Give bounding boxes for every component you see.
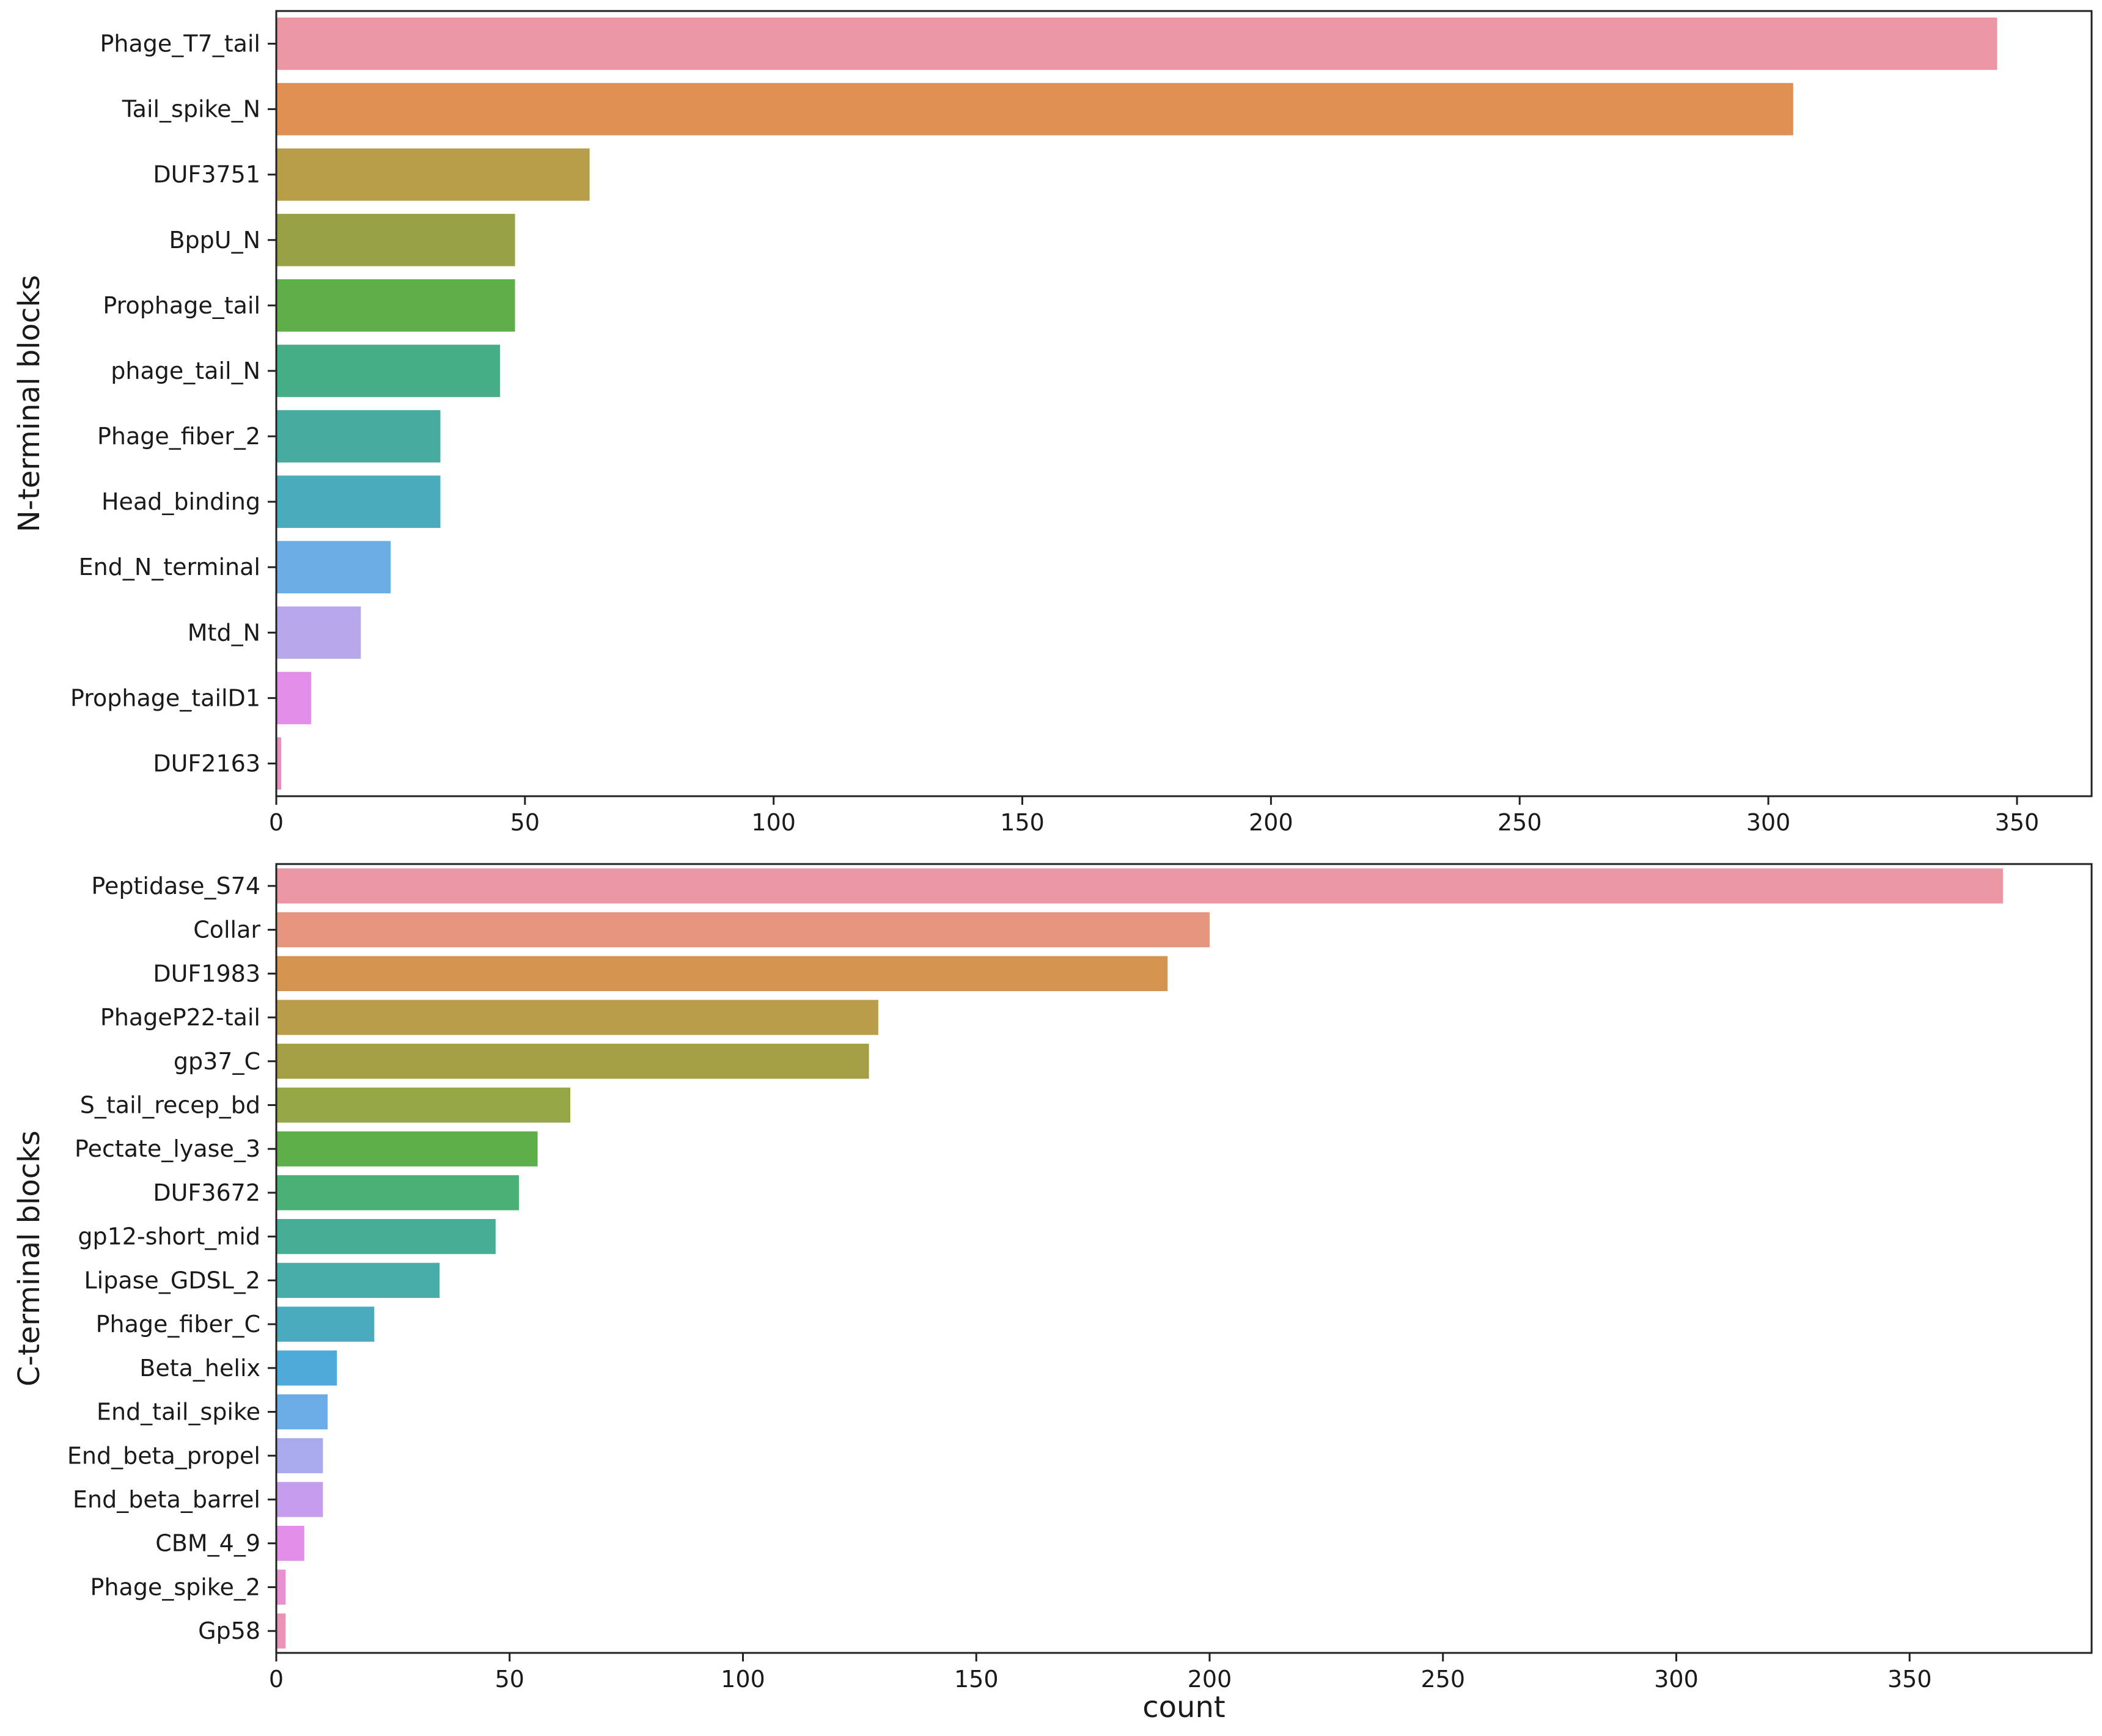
bar-phagep22-tail	[276, 1000, 878, 1035]
bar-bppu-n	[276, 213, 515, 266]
bar-duf1983	[276, 956, 1168, 991]
bar-prophage-taild1	[276, 672, 311, 725]
bar-phage-t7-tail	[276, 17, 1997, 70]
x-tick-label-100: 100	[751, 809, 796, 836]
y-tick-label-end-beta-barrel: End_beta_barrel	[73, 1486, 260, 1513]
y-tick-label-phagep22-tail: PhageP22-tail	[100, 1004, 260, 1031]
x-tick-label-0: 0	[269, 1666, 284, 1693]
x-tick-label-50: 50	[510, 809, 540, 836]
x-axis-title: count	[1142, 1690, 1225, 1724]
y-tick-label-pectate-lyase-3: Pectate_lyase_3	[75, 1135, 260, 1162]
x-tick-label-350: 350	[1887, 1666, 1932, 1693]
x-tick-label-350: 350	[1995, 809, 2040, 836]
bar-gp58	[276, 1613, 286, 1649]
y-axis-title: N-terminal blocks	[12, 275, 46, 532]
y-tick-label-prophage-tail: Prophage_tail	[103, 292, 260, 319]
x-tick-label-250: 250	[1420, 1666, 1465, 1693]
y-tick-label-end-n-terminal: End_N_terminal	[79, 554, 260, 580]
bar-cbm-4-9	[276, 1526, 304, 1561]
bar-phage-spike-2	[276, 1569, 286, 1605]
x-tick-label-150: 150	[954, 1666, 999, 1693]
bar-end-beta-propel	[276, 1438, 323, 1473]
x-tick-label-300: 300	[1746, 809, 1791, 836]
y-tick-label-head-binding: Head_binding	[101, 488, 260, 515]
bar-phage-fiber-2	[276, 410, 441, 463]
y-tick-label-phage-tail-n: phage_tail_N	[111, 357, 260, 384]
x-tick-label-0: 0	[269, 809, 284, 836]
bar-gp12-short-mid	[276, 1218, 496, 1254]
y-tick-label-phage-fiber-2: Phage_fiber_2	[97, 423, 260, 450]
bar-duf3751	[276, 148, 590, 201]
y-tick-label-duf3672: DUF3672	[153, 1179, 260, 1206]
bar-phage-tail-n	[276, 345, 501, 397]
y-tick-label-prophage-taild1: Prophage_tailD1	[70, 684, 260, 711]
bar-end-n-terminal	[276, 541, 391, 594]
x-tick-label-50: 50	[495, 1666, 524, 1693]
axes-frame	[275, 10, 2093, 797]
y-tick-label-end-tail-spike: End_tail_spike	[97, 1399, 260, 1426]
x-tick-label-250: 250	[1497, 809, 1542, 836]
bar-s-tail-recep-bd	[276, 1087, 571, 1123]
bar-pectate-lyase-3	[276, 1131, 538, 1166]
x-tick-label-150: 150	[1000, 809, 1045, 836]
y-tick-label-collar: Collar	[193, 917, 260, 943]
y-tick-label-tail-spike-n: Tail_spike_N	[122, 96, 260, 123]
y-tick-label-phage-fiber-c: Phage_fiber_C	[96, 1311, 260, 1338]
bar-duf3672	[276, 1175, 520, 1210]
bar-phage-fiber-c	[276, 1306, 375, 1342]
bar-collar	[276, 912, 1210, 948]
x-tick-label-200: 200	[1249, 809, 1293, 836]
y-tick-label-duf2163: DUF2163	[153, 750, 260, 777]
bar-lipase-gdsl-2	[276, 1262, 440, 1298]
bar-gp37-c	[276, 1044, 869, 1079]
y-tick-label-bppu-n: BppU_N	[169, 227, 260, 254]
y-tick-label-s-tail-recep-bd: S_tail_recep_bd	[80, 1091, 260, 1118]
bar-head-binding	[276, 475, 441, 528]
y-axis-title: C-terminal blocks	[12, 1130, 46, 1386]
y-tick-label-end-beta-propel: End_beta_propel	[67, 1442, 260, 1469]
x-tick-label-200: 200	[1188, 1666, 1232, 1693]
y-tick-label-phage-spike-2: Phage_spike_2	[90, 1573, 260, 1600]
bar-end-tail-spike	[276, 1394, 328, 1430]
y-tick-label-phage-t7-tail: Phage_T7_tail	[100, 31, 260, 57]
x-tick-label-300: 300	[1654, 1666, 1699, 1693]
c-terminal-panel: Peptidase_S74 Collar DUF1983 PhageP22-tail g…	[12, 863, 2093, 1724]
y-tick-label-duf3751: DUF3751	[153, 161, 260, 188]
y-tick-label-gp58: Gp58	[198, 1617, 260, 1644]
x-tick-label-100: 100	[721, 1666, 765, 1693]
y-tick-label-cbm-4-9: CBM_4_9	[155, 1530, 260, 1557]
bar-mtd-n	[276, 606, 361, 659]
bar-duf2163	[276, 737, 282, 790]
y-tick-label-peptidase-s74: Peptidase_S74	[91, 873, 260, 899]
bar-beta-helix	[276, 1350, 337, 1386]
axes-frame	[275, 863, 2093, 1654]
bar-tail-spike-n	[276, 82, 1793, 136]
y-tick-label-gp37-c: gp37_C	[174, 1048, 260, 1075]
bar-end-beta-barrel	[276, 1482, 323, 1517]
y-tick-label-duf1983: DUF1983	[153, 960, 260, 987]
n-terminal-panel: Phage_T7_tail Tail_spike_N DUF3751 BppU_N Pr…	[12, 10, 2093, 836]
y-tick-label-beta-helix: Beta_helix	[139, 1355, 260, 1382]
y-tick-label-lipase-gdsl-2: Lipase_GDSL_2	[84, 1267, 261, 1294]
y-tick-label-mtd-n: Mtd_N	[188, 619, 260, 646]
bar-peptidase-s74	[276, 868, 2003, 904]
y-tick-label-gp12-short-mid: gp12-short_mid	[78, 1223, 260, 1250]
bar-prophage-tail	[276, 279, 515, 332]
